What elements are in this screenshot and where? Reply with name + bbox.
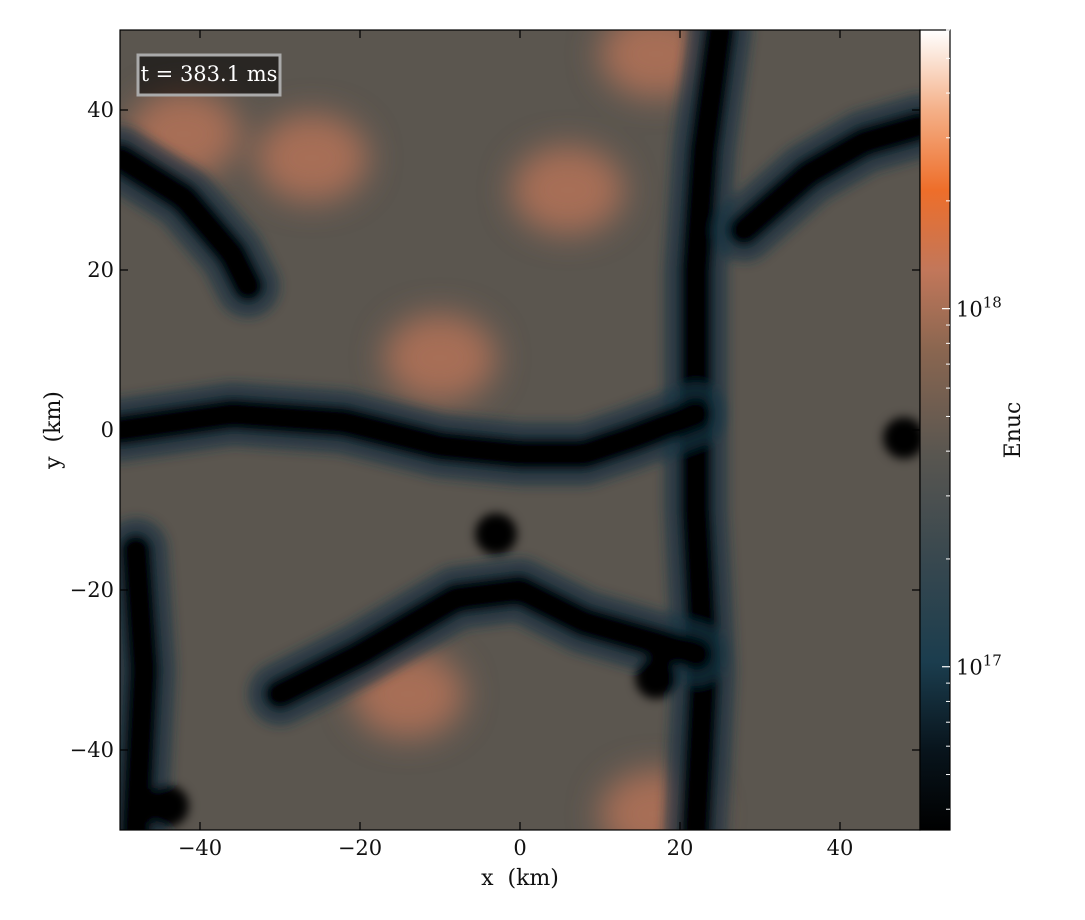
- x-tick-label: 20: [667, 836, 694, 860]
- heatmap-dark-band: [728, 110, 920, 246]
- time-annotation: t = 383.1 ms: [136, 53, 282, 97]
- x-axis-label: x (km): [481, 866, 559, 891]
- heatmap-dark-blob: [147, 785, 189, 827]
- colorbar-frame: [919, 29, 951, 831]
- heatmap-bright-patch: [256, 114, 368, 202]
- y-tick-label: 0: [101, 418, 114, 442]
- y-tick-label: 20: [87, 258, 114, 282]
- y-axis-label: y (km): [41, 391, 66, 470]
- heatmap-dark-band: [264, 574, 712, 710]
- time-annotation-text: t = 383.1 ms: [141, 62, 278, 86]
- x-axis-ticks: −40 −20 0 20 40: [178, 30, 854, 860]
- heatmap-bright-patch: [384, 314, 496, 402]
- x-tick-label: 40: [827, 836, 854, 860]
- x-tick-label: −20: [338, 836, 382, 860]
- colorbar-gradient: [920, 30, 950, 830]
- heatmap-dark-blob: [883, 417, 920, 459]
- y-tick-label: −20: [70, 578, 114, 602]
- y-tick-label: 40: [87, 98, 114, 122]
- heatmap-dark-band: [120, 398, 712, 470]
- colorbar-tick-label: 1017: [956, 652, 1002, 680]
- heatmap-dark-band: [120, 534, 160, 830]
- heatmap-dark-blob: [635, 657, 677, 699]
- y-tick-label: −40: [70, 738, 114, 762]
- colorbar-ticks: 1017 1018: [942, 29, 1002, 810]
- heatmap-plot-area: [120, 30, 920, 830]
- heatmap-bright-patch: [512, 146, 624, 234]
- colorbar-tick-label: 1018: [956, 294, 1002, 322]
- colorbar-label: Enuc: [1001, 402, 1026, 459]
- colorbar: 1017 1018 Enuc: [919, 29, 1026, 831]
- time-annotation-box: [136, 53, 282, 97]
- y-axis-ticks: 40 20 0 −20 −40: [70, 98, 920, 762]
- heatmap-dark-band: [120, 142, 264, 302]
- heatmap-dark-blob: [475, 513, 517, 555]
- x-tick-label: −40: [178, 836, 222, 860]
- x-tick-label: 0: [513, 836, 526, 860]
